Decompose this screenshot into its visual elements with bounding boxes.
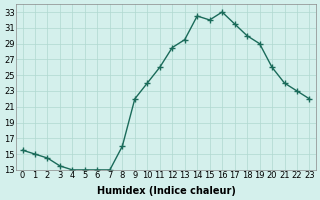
X-axis label: Humidex (Indice chaleur): Humidex (Indice chaleur) <box>97 186 236 196</box>
